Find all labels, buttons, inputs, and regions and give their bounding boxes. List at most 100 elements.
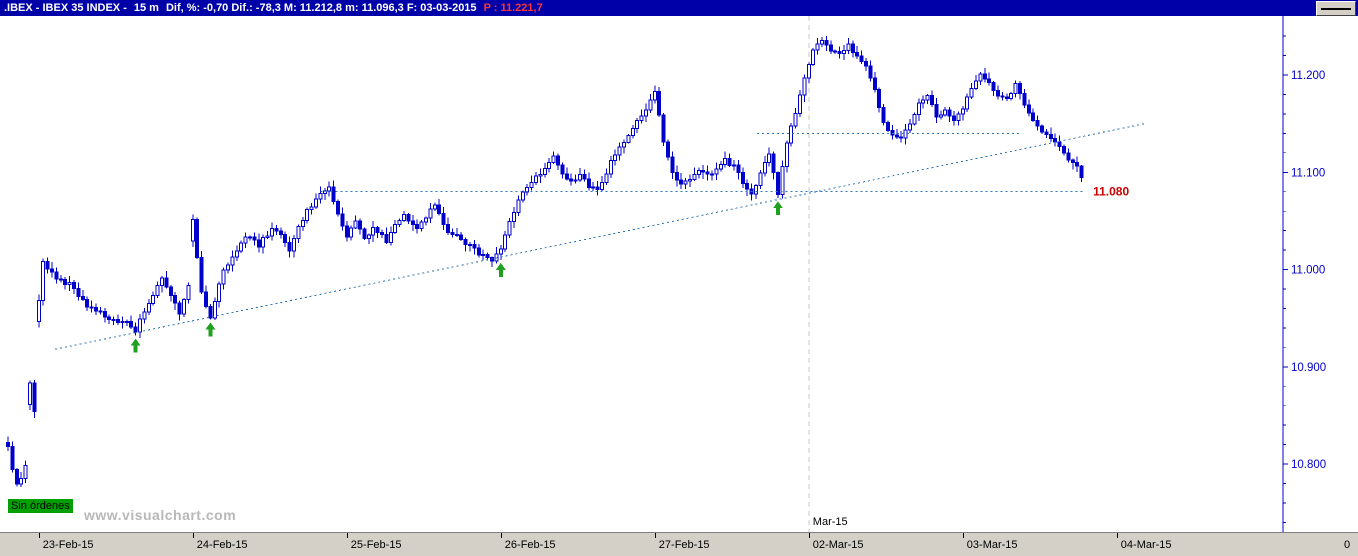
candle-body [564, 173, 569, 180]
x-tick-label: 04-Mar-15 [1120, 539, 1172, 551]
candle-body [1070, 159, 1075, 164]
price-chart[interactable]: 11.080 Mar-15 11.200 11.100 11.000 10.900 10.8… [0, 16, 1358, 532]
candle-body [912, 113, 917, 125]
candle-body [204, 291, 208, 308]
candle-body [256, 239, 261, 248]
candle-body [58, 278, 63, 281]
candle-body [94, 306, 98, 312]
candle-body [956, 113, 961, 122]
candle-body [1009, 93, 1014, 100]
candle-body [498, 248, 503, 255]
candle-body [388, 231, 393, 243]
candle-body [124, 320, 129, 323]
candle-body [243, 236, 248, 244]
candle-body [278, 230, 283, 236]
candle-body [507, 221, 512, 236]
candle-body [384, 233, 389, 243]
candle-body [718, 163, 723, 170]
candle-body [199, 257, 204, 293]
candle-body [864, 61, 868, 67]
candle-body [212, 301, 217, 319]
candle-body [432, 204, 437, 210]
candle-body [314, 198, 318, 208]
candle-body [780, 165, 785, 195]
candle-body [340, 213, 345, 227]
candle-body [639, 115, 644, 122]
candle-body [349, 227, 354, 238]
candle-body [648, 99, 653, 111]
candle-body [859, 55, 864, 63]
candle-body [344, 225, 349, 238]
candle-body [630, 128, 635, 136]
candle-body [974, 80, 978, 89]
candle-body [705, 171, 710, 175]
candle-body [802, 77, 807, 96]
candle-body [991, 82, 996, 91]
candle-body [371, 227, 376, 236]
candle-body [1018, 83, 1022, 94]
candle-body [274, 228, 279, 232]
candle-body [978, 73, 983, 82]
candle-body [806, 63, 811, 79]
chart-area: 11.080 Mar-15 11.200 11.100 11.000 10.900 10.8… [0, 16, 1358, 532]
candle-body [490, 257, 494, 262]
candle-body [1044, 131, 1049, 135]
candle-body [248, 236, 252, 239]
titlebar-instrument: .IBEX - IBEX 35 INDEX - [4, 2, 127, 14]
candle-body [415, 224, 420, 229]
candle-body [899, 136, 904, 139]
candle-body [6, 442, 10, 447]
y-tick-label: 11.000 [1291, 265, 1325, 277]
candle-body [327, 186, 332, 192]
candle-body [666, 141, 670, 158]
candle-body [903, 129, 908, 139]
x-tick-label: 26-Feb-15 [504, 539, 556, 551]
candle-body [358, 220, 362, 230]
candle-body [182, 298, 186, 315]
candle-body [943, 109, 948, 116]
time-axis[interactable]: 23-Feb-15 24-Feb-15 25-Feb-15 26-Feb-15 27-F… [0, 532, 1358, 556]
candle-body [538, 173, 543, 177]
candle-body [133, 326, 138, 333]
candle-body [252, 236, 257, 241]
candle-body [217, 283, 222, 303]
candle-body [305, 208, 310, 221]
y-tick-label: 10.900 [1291, 362, 1326, 374]
candle-body [468, 243, 472, 246]
candle-body [380, 232, 384, 235]
x-tick-label: 03-Mar-15 [966, 539, 1018, 551]
candle-body [925, 94, 930, 101]
window-titlebar: .IBEX - IBEX 35 INDEX - 15 m Dif, %: -0,70… [0, 0, 1358, 16]
candle-body [116, 319, 120, 323]
candle-body [551, 155, 556, 164]
candle-body [710, 173, 714, 176]
candle-body [375, 227, 380, 234]
candle-body [573, 179, 578, 182]
candle-body [28, 382, 32, 406]
candle-body [723, 157, 728, 165]
candle-body [14, 468, 19, 485]
x-tick-label: 23-Feb-15 [42, 539, 94, 551]
candle-body [239, 242, 244, 252]
x-tick-label: 27-Feb-15 [658, 539, 710, 551]
candle-body [261, 237, 266, 248]
minimize-button[interactable] [1316, 1, 1356, 16]
candle-body [318, 193, 323, 200]
candle-body [855, 51, 860, 57]
x-tick-label: 25-Feb-15 [350, 539, 402, 551]
candle-body [740, 171, 745, 184]
candle-body [982, 73, 987, 80]
buy-arrow-icon [205, 322, 216, 337]
candle-body [657, 90, 662, 116]
candle-body [846, 43, 851, 51]
candle-body [842, 49, 846, 54]
candle-body [1075, 162, 1080, 167]
candle-body [894, 134, 899, 138]
candle-body [1048, 133, 1053, 139]
candle-body [591, 186, 596, 189]
x-tick [192, 533, 194, 538]
candle-body [63, 278, 68, 285]
candle-body [450, 231, 455, 235]
candle-body [142, 311, 147, 320]
candle-body [952, 115, 956, 122]
